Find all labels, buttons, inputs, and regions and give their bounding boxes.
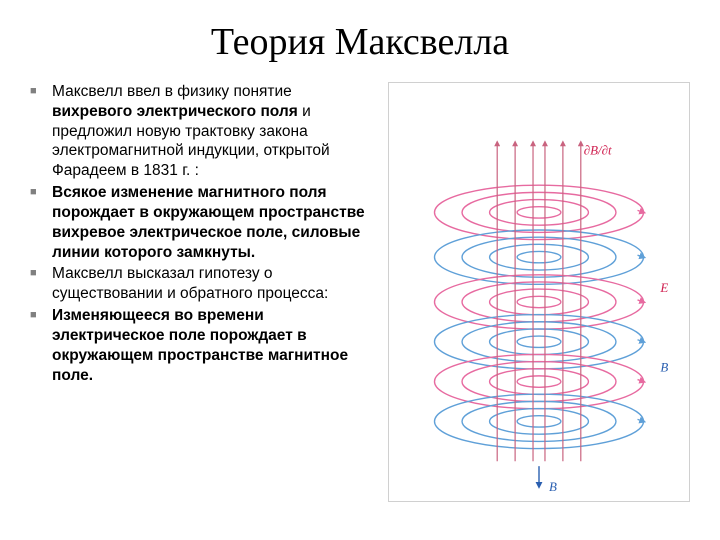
slide-content: Максвелл ввел в физику понятие вихревого…: [30, 82, 690, 502]
list-item: Изменяющееся во времени электрическое по…: [30, 306, 370, 385]
bullet-text-bold: вихревого электрического поля: [52, 103, 298, 120]
field-diagram: ∂B/∂t E B B: [388, 82, 690, 502]
bullet-list: Максвелл ввел в физику понятие вихревого…: [30, 82, 370, 387]
svg-text:∂B/∂t: ∂B/∂t: [584, 143, 612, 158]
list-item: Всякое изменение магнитного поля порожда…: [30, 183, 370, 262]
svg-text:B: B: [660, 360, 668, 375]
bullet-text-pre: Максвелл высказал гипотезу о существован…: [52, 265, 328, 302]
bullet-text-bold: Изменяющееся во времени электрическое по…: [52, 307, 348, 383]
list-item: Максвелл ввел в физику понятие вихревого…: [30, 82, 370, 181]
bullet-text-bold: Всякое изменение магнитного поля порожда…: [52, 184, 365, 260]
slide-title: Теория Максвелла: [30, 20, 690, 64]
diagram-svg: ∂B/∂t E B B: [389, 83, 689, 501]
svg-text:B: B: [549, 479, 557, 494]
svg-text:E: E: [659, 280, 668, 295]
bullet-text-pre: Максвелл ввел в физику понятие: [52, 83, 292, 100]
slide: Теория Максвелла Максвелл ввел в физику …: [0, 0, 720, 540]
list-item: Максвелл высказал гипотезу о существован…: [30, 264, 370, 304]
